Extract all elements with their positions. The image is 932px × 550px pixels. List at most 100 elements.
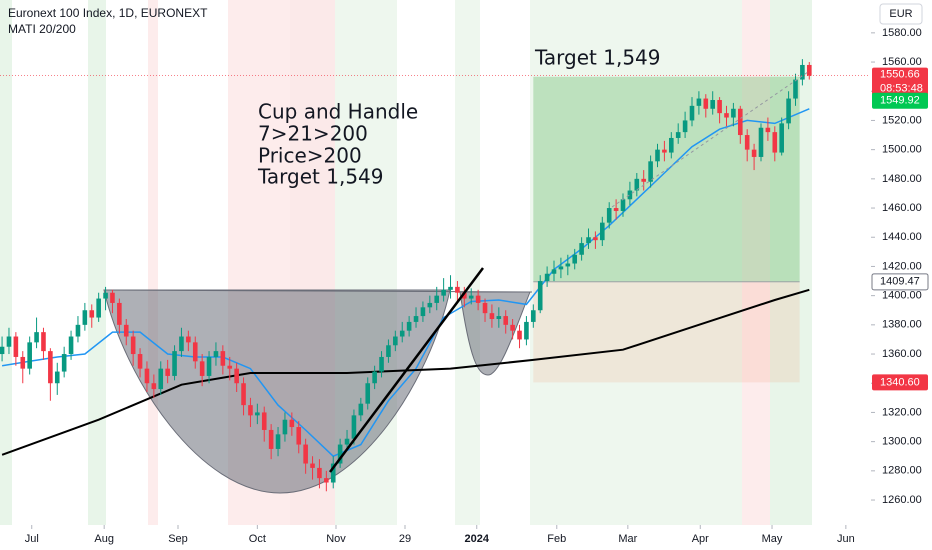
candle-body	[144, 368, 150, 384]
candle-body	[724, 113, 729, 118]
candle-body	[413, 316, 419, 322]
stop-badge	[872, 374, 928, 391]
x-tick-label: Jun	[837, 533, 855, 545]
candle-body	[448, 286, 453, 290]
candle-body	[682, 120, 688, 133]
candle-body	[213, 351, 219, 357]
candle-body	[179, 336, 184, 352]
candle-body	[27, 342, 32, 369]
candle-body	[379, 356, 384, 372]
x-tick-label: Feb	[547, 533, 566, 545]
candle-body	[399, 330, 405, 337]
candle-body	[406, 321, 412, 331]
candle-body	[675, 132, 681, 138]
candle-body	[82, 310, 88, 325]
candle-body	[800, 64, 805, 80]
candle-body	[296, 427, 302, 445]
target-badge	[872, 92, 928, 109]
target-badge-label: 1549.92	[880, 95, 920, 107]
candle-body	[386, 345, 391, 357]
candle-body	[220, 351, 226, 366]
candle-body	[648, 161, 653, 182]
candle-body	[255, 412, 260, 416]
candle-body	[510, 324, 515, 331]
candle-body	[531, 310, 536, 322]
candle-body	[441, 289, 446, 296]
candle-body	[337, 444, 343, 464]
candle-body	[751, 149, 757, 157]
x-tick-label: 2024	[464, 533, 489, 545]
candle-body	[558, 266, 564, 270]
candle-body	[524, 321, 529, 340]
candle-body	[620, 199, 626, 211]
candle-body	[496, 316, 502, 320]
candle-body	[579, 243, 584, 255]
candle-body	[199, 361, 205, 376]
candle-body	[358, 403, 364, 416]
y-tick-label: 1360.00	[882, 348, 922, 360]
candle-body	[586, 237, 591, 244]
candle-body	[172, 351, 177, 376]
candle-body	[468, 295, 474, 299]
candle-body	[372, 371, 377, 384]
candle-body	[117, 302, 122, 325]
chart-title: Euronext 100 Index, 1D, EURONEXT	[8, 6, 208, 20]
candle-body	[61, 354, 67, 372]
x-tick-label: Mar	[618, 533, 637, 545]
band	[88, 0, 106, 525]
x-tick-label: Oct	[249, 533, 266, 545]
candle-body	[89, 310, 95, 318]
band	[455, 0, 480, 525]
annotation: Cup and Handle	[258, 100, 418, 124]
band	[530, 0, 742, 525]
candle-body	[689, 105, 695, 121]
candle-body	[662, 149, 667, 153]
candle-body	[261, 412, 267, 430]
y-tick-label: 1300.00	[882, 436, 922, 448]
stop-zone	[533, 281, 800, 383]
candle-body	[600, 222, 605, 241]
candle-body	[0, 346, 5, 355]
y-tick-label: 1400.00	[882, 290, 922, 302]
candle-body	[634, 178, 640, 191]
entry-badge	[871, 273, 929, 291]
candle-body	[572, 254, 578, 264]
x-tick-label: Sep	[168, 533, 188, 545]
candle-body	[779, 123, 784, 153]
candle-body	[758, 127, 764, 157]
candle-body	[517, 330, 522, 340]
candle-body	[234, 368, 239, 384]
candle-body	[41, 332, 46, 352]
x-tick-label: May	[762, 533, 783, 545]
candle-body	[206, 356, 212, 376]
candle-body	[248, 405, 253, 416]
candle-body	[806, 64, 812, 76]
y-tick-label: 1420.00	[882, 260, 922, 272]
candle-body	[475, 295, 481, 303]
candle-body	[641, 178, 647, 182]
candle-body	[544, 273, 550, 282]
candle-body	[330, 463, 336, 483]
candle-body	[241, 383, 246, 406]
candle-body	[268, 429, 274, 449]
candle-body	[54, 371, 60, 384]
candle-body	[717, 100, 722, 114]
y-tick-label: 1280.00	[882, 465, 922, 477]
candle-body	[123, 324, 129, 337]
candle-body	[393, 336, 398, 346]
candle-body	[420, 307, 426, 317]
y-tick-label: 1320.00	[882, 406, 922, 418]
x-tick-label: Nov	[326, 533, 346, 545]
currency-box	[879, 3, 923, 25]
candle-body	[34, 332, 39, 343]
candle-body	[351, 415, 357, 439]
target-zone	[533, 76, 800, 282]
candle-body	[765, 127, 771, 133]
candle-body	[158, 368, 164, 390]
currency: EUR	[889, 8, 912, 20]
countdown: 08:53:48	[880, 83, 923, 95]
candle-body	[710, 100, 715, 109]
x-tick-label: Aug	[94, 533, 114, 545]
candle-body	[96, 298, 101, 318]
candle-body	[324, 478, 329, 483]
